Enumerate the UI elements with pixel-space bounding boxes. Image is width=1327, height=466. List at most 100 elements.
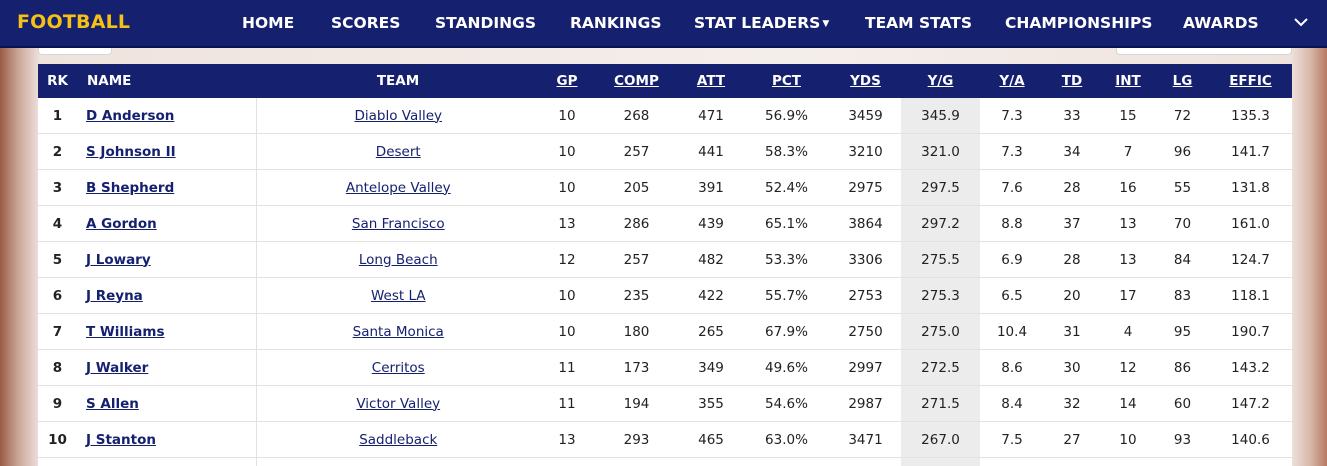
player-link[interactable]: J Walker: [86, 359, 149, 376]
ya-cell: 8.8: [980, 205, 1044, 242]
player-link[interactable]: B Shepherd: [86, 179, 175, 196]
team-link[interactable]: Antelope Valley: [345, 179, 451, 196]
int-cell: 17: [1100, 277, 1156, 314]
header-pct[interactable]: PCT: [743, 64, 830, 98]
nav-standings[interactable]: STANDINGS: [435, 14, 536, 32]
att-cell: 355: [679, 385, 743, 422]
td-cell: 30: [1044, 349, 1100, 386]
yds-cell: 2987: [830, 385, 901, 422]
lg-cell: 60: [1156, 385, 1209, 422]
table-row: 5 J Lowary Long Beach 12 257 482 53.3% 3…: [38, 241, 1292, 278]
att-cell: 482: [679, 241, 743, 278]
rank-cell: 2: [38, 133, 77, 170]
nav-awards[interactable]: AWARDS: [1183, 14, 1259, 32]
nav-team-stats[interactable]: TEAM STATS: [865, 14, 973, 32]
att-cell: 422: [679, 277, 743, 314]
comp-cell: 173: [594, 349, 679, 386]
yds-cell: 3210: [830, 133, 901, 170]
header-int[interactable]: INT: [1100, 64, 1156, 98]
gp-cell: 10: [540, 98, 594, 134]
header-comp[interactable]: COMP: [594, 64, 679, 98]
att-cell: 439: [679, 205, 743, 242]
player-link[interactable]: J Stanton: [86, 431, 156, 448]
header-effic[interactable]: EFFIC: [1209, 64, 1292, 98]
effic-cell: 140.6: [1209, 421, 1292, 458]
filter-control[interactable]: [38, 48, 112, 55]
player-link[interactable]: J Reyna: [86, 287, 143, 304]
header-att[interactable]: ATT: [679, 64, 743, 98]
yds-cell: 2997: [830, 349, 901, 386]
team-link[interactable]: Cerritos: [371, 359, 425, 376]
name-cell: J Stanton: [77, 421, 257, 458]
ya-cell: 6.9: [980, 241, 1044, 278]
td-cell: 27: [1044, 421, 1100, 458]
comp-cell: 286: [594, 205, 679, 242]
player-link[interactable]: S Allen: [86, 395, 139, 412]
header-rk: RK: [38, 64, 77, 98]
player-link[interactable]: T Williams: [86, 323, 165, 340]
header-lg[interactable]: LG: [1156, 64, 1209, 98]
comp-cell: 235: [594, 277, 679, 314]
effic-cell: 147.2: [1209, 385, 1292, 422]
lg-cell: 84: [1156, 241, 1209, 278]
int-cell: 4: [1100, 313, 1156, 350]
team-link[interactable]: West LA: [370, 287, 426, 304]
int-cell: 13: [1100, 205, 1156, 242]
player-link[interactable]: S Johnson II: [86, 143, 176, 160]
table-row: 3 B Shepherd Antelope Valley 10 205 391 …: [38, 169, 1292, 206]
td-cell: 28: [1044, 241, 1100, 278]
nav-rankings[interactable]: RANKINGS: [570, 14, 662, 32]
sport-title[interactable]: FOOTBALL: [17, 11, 131, 33]
team-cell: San Francisco: [256, 205, 540, 242]
team-link[interactable]: San Francisco: [351, 215, 445, 232]
pct-cell: 67.9%: [743, 313, 830, 350]
team-link[interactable]: Santa Monica: [352, 323, 444, 340]
table-row-partial: [38, 457, 1292, 466]
team-cell: Santa Monica: [256, 313, 540, 350]
gp-cell: 10: [540, 133, 594, 170]
rank-cell: 10: [38, 421, 77, 458]
lg-cell: 93: [1156, 421, 1209, 458]
gp-cell: 11: [540, 349, 594, 386]
team-cell: Diablo Valley: [256, 98, 540, 134]
int-cell: 12: [1100, 349, 1156, 386]
player-link[interactable]: J Lowary: [86, 251, 151, 268]
td-cell: 37: [1044, 205, 1100, 242]
effic-cell: 161.0: [1209, 205, 1292, 242]
team-link[interactable]: Saddleback: [359, 431, 438, 448]
ya-cell: 8.4: [980, 385, 1044, 422]
effic-cell: 143.2: [1209, 349, 1292, 386]
team-link[interactable]: Desert: [375, 143, 421, 160]
header-ya[interactable]: Y/A: [980, 64, 1044, 98]
team-link[interactable]: Long Beach: [358, 251, 438, 268]
nav-stat-leaders[interactable]: STAT LEADERS ▼: [694, 14, 829, 32]
team-link[interactable]: Diablo Valley: [354, 107, 443, 124]
comp-cell: 205: [594, 169, 679, 206]
header-gp[interactable]: GP: [540, 64, 594, 98]
search-control[interactable]: [1116, 48, 1292, 55]
yds-cell: 3459: [830, 98, 901, 134]
nav-championships[interactable]: CHAMPIONSHIPS: [1005, 14, 1153, 32]
chevron-down-icon[interactable]: [1293, 14, 1309, 30]
pct-cell: 65.1%: [743, 205, 830, 242]
yg-cell: 271.5: [901, 385, 980, 422]
player-link[interactable]: A Gordon: [86, 215, 157, 232]
table-row: 7 T Williams Santa Monica 10 180 265 67.…: [38, 313, 1292, 350]
yds-cell: 2750: [830, 313, 901, 350]
nav-scores[interactable]: SCORES: [331, 14, 401, 32]
ya-cell: 7.5: [980, 421, 1044, 458]
team-link[interactable]: Victor Valley: [356, 395, 441, 412]
yg-cell: 321.0: [901, 133, 980, 170]
ya-cell: 10.4: [980, 313, 1044, 350]
team-cell: Victor Valley: [256, 385, 540, 422]
nav-stat-leaders-label: STAT LEADERS: [694, 14, 821, 32]
header-td[interactable]: TD: [1044, 64, 1100, 98]
header-yg[interactable]: Y/G: [901, 64, 980, 98]
rank-cell: 7: [38, 313, 77, 350]
td-cell: 34: [1044, 133, 1100, 170]
header-yds[interactable]: YDS: [830, 64, 901, 98]
nav-home[interactable]: HOME: [242, 14, 295, 32]
header-team: TEAM: [256, 64, 540, 98]
player-link[interactable]: D Anderson: [86, 107, 175, 124]
yds-cell: 2975: [830, 169, 901, 206]
